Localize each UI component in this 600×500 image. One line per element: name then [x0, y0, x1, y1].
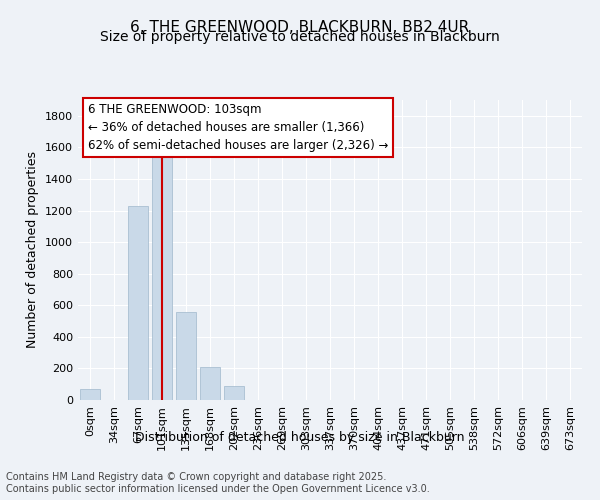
Text: Contains HM Land Registry data © Crown copyright and database right 2025.: Contains HM Land Registry data © Crown c…	[6, 472, 386, 482]
Text: Size of property relative to detached houses in Blackburn: Size of property relative to detached ho…	[100, 30, 500, 44]
Y-axis label: Number of detached properties: Number of detached properties	[26, 152, 40, 348]
Bar	[128, 206, 148, 400]
Bar	[152, 134, 172, 400]
Bar	[176, 312, 196, 400]
Text: Distribution of detached houses by size in Blackburn: Distribution of detached houses by size …	[135, 431, 465, 444]
Text: 6, THE GREENWOOD, BLACKBURN, BB2 4UR: 6, THE GREENWOOD, BLACKBURN, BB2 4UR	[130, 20, 470, 35]
Bar	[224, 386, 244, 400]
Text: Contains public sector information licensed under the Open Government Licence v3: Contains public sector information licen…	[6, 484, 430, 494]
Bar	[80, 389, 100, 400]
Bar	[200, 367, 220, 400]
Text: 6 THE GREENWOOD: 103sqm
← 36% of detached houses are smaller (1,366)
62% of semi: 6 THE GREENWOOD: 103sqm ← 36% of detache…	[88, 103, 388, 152]
